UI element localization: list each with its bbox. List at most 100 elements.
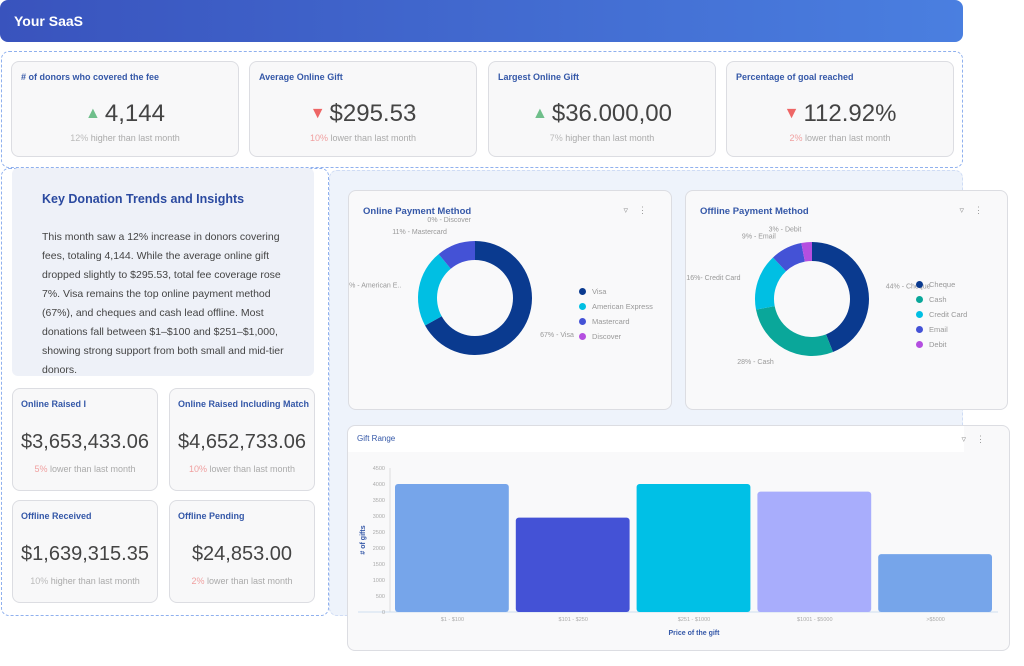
bar[interactable] — [515, 517, 630, 612]
data-label: 44% - Cheque — [886, 284, 931, 291]
stat-card: Offline Pending $24,853.00 2% lower than… — [169, 500, 315, 603]
more-vertical-icon[interactable]: ⋮ — [976, 434, 995, 444]
legend-item[interactable]: American Express — [579, 302, 653, 311]
x-axis-label: Price of the gift — [669, 630, 721, 637]
legend-dot — [916, 311, 923, 318]
card-title: Online Raised I — [21, 399, 87, 409]
donut-slice-american-express[interactable] — [418, 254, 451, 326]
stat-card: Online Raised I $3,653,433.06 5% lower t… — [12, 388, 158, 491]
bar[interactable] — [757, 491, 872, 612]
data-label: 3% - Debit — [769, 226, 802, 233]
legend-item[interactable]: Cash — [916, 295, 967, 304]
legend-item[interactable]: Discover — [579, 332, 653, 341]
legend-item[interactable]: Email — [916, 325, 967, 334]
legend-label: American Express — [592, 302, 653, 311]
more-vertical-icon[interactable]: ⋮ — [638, 205, 657, 215]
donut-slice-visa[interactable] — [425, 241, 532, 355]
x-tick-label: $251 - $1000 — [678, 617, 710, 623]
y-tick-label: 3500 — [373, 498, 385, 504]
change-percent: 10% — [188, 464, 207, 474]
legend-label: Cash — [929, 295, 947, 304]
legend-dot — [916, 341, 923, 348]
kpi-card: Percentage of goal reached ▼ 112.92% 2% l… — [726, 61, 954, 157]
more-vertical-icon[interactable]: ⋮ — [974, 205, 993, 215]
legend-dot — [916, 296, 923, 303]
change-text: lower than last month — [327, 133, 417, 143]
kpi-section — [1, 51, 963, 168]
legend-item[interactable]: Mastercard — [579, 317, 653, 326]
change-text: lower than last month — [206, 464, 296, 474]
x-tick-label: >$5000 — [926, 617, 945, 623]
legend-label: Debit — [929, 340, 947, 349]
stat-card: Online Raised Including Match $4,652,733… — [169, 388, 315, 491]
legend-dot — [579, 318, 586, 325]
y-axis-label: # of gifts — [360, 525, 367, 554]
y-tick-label: 2000 — [373, 546, 385, 552]
card-value: $3,653,433.06 — [21, 431, 149, 453]
kpi-card: Largest Online Gift ▲ $36.000,00 7% highe… — [488, 61, 716, 157]
change-percent: 2% — [191, 576, 205, 586]
legend-item[interactable]: Visa — [579, 287, 653, 296]
legend-dot — [579, 288, 586, 295]
kpi-card: Average Online Gift ▼ $295.53 10% lower t… — [249, 61, 477, 157]
filter-icon[interactable]: ▿ — [623, 205, 638, 215]
bar[interactable] — [878, 554, 992, 612]
card-title: # of donors who covered the fee — [21, 72, 160, 82]
x-tick-label: $1001 - $5000 — [797, 617, 832, 623]
filter-icon[interactable]: ▿ — [961, 434, 976, 444]
online-payment-card: Online Payment Method ▿⋮ 67% - Visa 22% -… — [348, 190, 672, 410]
bar[interactable] — [636, 484, 751, 612]
card-value: 112.92% — [803, 100, 897, 127]
card-value: $36.000,00 — [551, 100, 672, 127]
stat-card: Offline Received $1,639,315.35 10% highe… — [12, 500, 158, 603]
donut-slice-mastercard[interactable] — [438, 241, 475, 269]
data-label: 28% - Cash — [737, 359, 774, 366]
legend-label: Email — [929, 325, 948, 334]
chart-title: Online Payment Method — [363, 206, 472, 217]
donut-slice-cheque[interactable] — [812, 242, 869, 352]
card-value: 4,144 — [104, 100, 165, 127]
y-tick-label: 0 — [382, 610, 385, 616]
change-percent: 7% — [549, 133, 563, 143]
kpi-card: # of donors who covered the fee ▲ 4,144 1… — [11, 61, 239, 157]
change-text: higher than last month — [48, 576, 140, 586]
donut-slice-debit[interactable] — [801, 242, 812, 262]
card-title: Online Raised Including Match — [178, 399, 310, 409]
legend-item[interactable]: Debit — [916, 340, 967, 349]
data-label: 22% - American E.. — [349, 283, 401, 290]
insights-body: This month saw a 12% increase in donors … — [42, 231, 284, 376]
triangle-down-icon: ▼ — [783, 105, 800, 122]
chart-title: Gift Range — [357, 434, 396, 443]
insights-card: Key Donation Trends and Insights This mo… — [12, 168, 314, 376]
y-tick-label: 2500 — [373, 530, 385, 536]
legend-label: Mastercard — [592, 317, 630, 326]
y-tick-label: 4500 — [373, 466, 385, 472]
change-text: lower than last month — [802, 133, 891, 143]
change-percent: 10% — [30, 576, 49, 586]
filter-icon[interactable]: ▿ — [959, 205, 974, 215]
change-text: lower than last month — [47, 464, 136, 474]
legend-item[interactable]: Credit Card — [916, 310, 967, 319]
bar[interactable] — [395, 484, 509, 612]
y-tick-label: 500 — [376, 594, 385, 600]
change-text: lower than last month — [204, 576, 293, 586]
change-text: higher than last month — [88, 133, 180, 143]
legend-label: Cheque — [929, 280, 956, 289]
legend-label: Discover — [592, 332, 622, 341]
data-label: 16%- Credit Card — [686, 275, 740, 282]
card-value: $295.53 — [329, 100, 417, 127]
gift-range-bar-chart: 0 500 1000 1500 2000 2500 3000 3500 4000 4500 $1 -… — [358, 466, 998, 637]
change-percent: 5% — [34, 464, 48, 474]
legend-item[interactable]: Cheque — [916, 280, 967, 289]
donut-slice-credit-card[interactable] — [755, 257, 786, 310]
triangle-up-icon: ▲ — [85, 105, 101, 122]
donut-slice-email[interactable] — [772, 243, 805, 272]
legend: Visa American Express Mastercard Discover — [579, 287, 653, 347]
data-label: 9% - Email — [742, 234, 776, 241]
x-tick-label: $101 - $250 — [559, 617, 588, 623]
legend-label: Credit Card — [929, 310, 968, 319]
change-percent: 10% — [309, 133, 328, 143]
card-title: Offline Pending — [178, 511, 245, 521]
donut-slice-cash[interactable] — [756, 306, 833, 356]
card-title: Percentage of goal reached — [736, 72, 854, 82]
